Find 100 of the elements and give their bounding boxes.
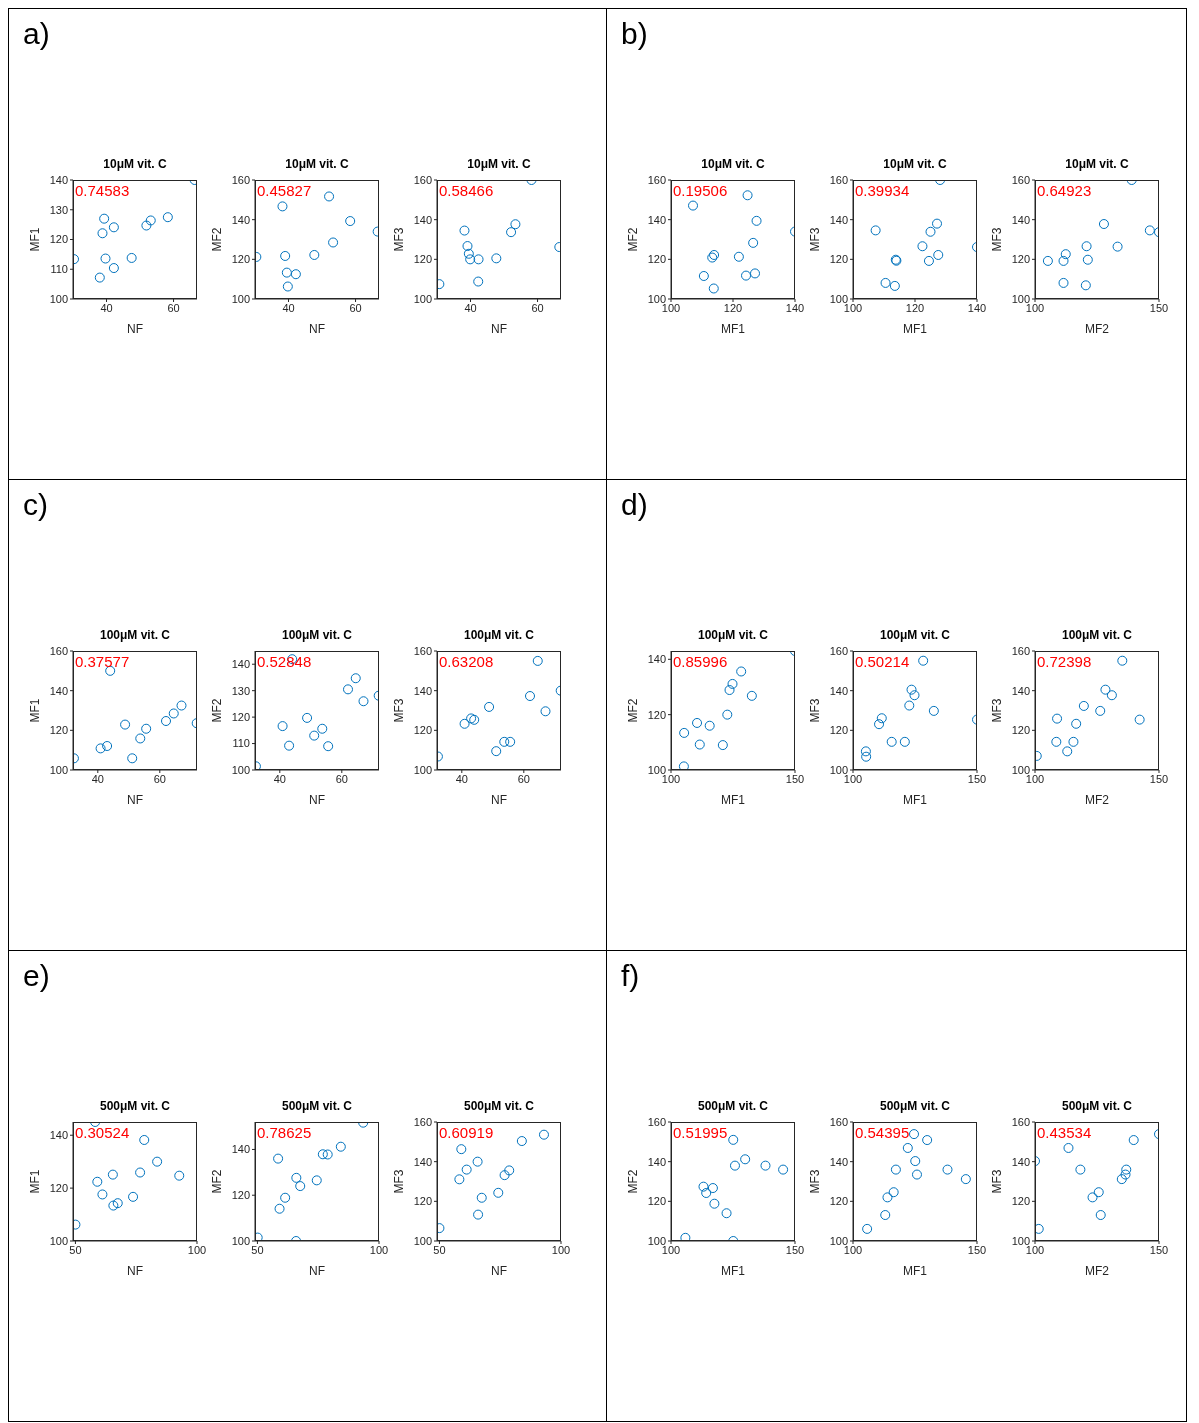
x-tick-label: 140 <box>967 301 987 314</box>
annotation: 0.74583 <box>75 182 130 199</box>
x-axis-title: NF <box>491 322 507 336</box>
y-tick-label: 120 <box>231 711 250 724</box>
annotation: 0.60919 <box>439 1124 494 1141</box>
point <box>540 706 551 717</box>
point <box>459 225 470 236</box>
y-tick-label: 120 <box>231 1189 250 1202</box>
point <box>932 218 943 229</box>
chart-title: 100μM vit. C <box>99 628 171 643</box>
x-axis-title: MF1 <box>903 322 928 336</box>
point <box>510 219 521 230</box>
x-tick-label: 150 <box>1149 301 1169 314</box>
chart-title: 100μM vit. C <box>697 628 769 643</box>
y-tick-label: 140 <box>231 658 250 671</box>
y-axis-title: MF3 <box>990 227 1005 252</box>
point <box>1082 254 1093 265</box>
annotation: 0.64923 <box>1037 182 1092 199</box>
point <box>917 241 928 252</box>
x-tick-label: 120 <box>723 301 743 314</box>
y-tick-label: 110 <box>232 737 250 750</box>
y-tick-label: 160 <box>647 1115 666 1128</box>
point <box>538 1129 549 1140</box>
point <box>708 283 719 294</box>
point <box>335 1141 346 1152</box>
x-axis-title: MF2 <box>1085 793 1110 807</box>
point <box>906 684 917 695</box>
point <box>704 720 715 731</box>
y-axis-title: MF2 <box>626 227 641 252</box>
point <box>302 712 313 723</box>
point <box>1081 241 1092 252</box>
annotation: 0.45827 <box>257 182 312 199</box>
annotation: 0.51995 <box>673 1124 728 1141</box>
x-axis-title: MF1 <box>721 1264 746 1278</box>
point <box>112 1198 123 1209</box>
point <box>680 1232 691 1241</box>
point <box>960 1174 971 1185</box>
point <box>1035 1223 1044 1234</box>
point <box>1058 277 1069 288</box>
y-tick-label: 140 <box>647 653 666 666</box>
point <box>698 1181 709 1192</box>
y-tick-label: 140 <box>413 1155 432 1168</box>
x-axis-title: MF2 <box>1085 1264 1110 1278</box>
point <box>1120 1169 1131 1180</box>
point <box>350 673 361 684</box>
y-tick-label: 160 <box>49 644 68 657</box>
point <box>861 751 872 762</box>
y-tick-label: 120 <box>647 253 666 266</box>
x-tick-label: 150 <box>967 772 987 785</box>
annotation: 0.54395 <box>855 1124 910 1141</box>
x-tick-label: 150 <box>1149 1243 1169 1256</box>
x-tick-label: 40 <box>455 772 468 785</box>
point <box>911 1169 922 1180</box>
x-axis-title: NF <box>127 1264 143 1278</box>
y-tick-label: 140 <box>49 173 68 186</box>
point <box>1116 1174 1127 1185</box>
x-axis-title: MF1 <box>721 793 746 807</box>
point <box>328 237 339 248</box>
text: d) <box>621 488 648 522</box>
chart-title: 500μM vit. C <box>463 1099 535 1114</box>
y-tick-label: 100 <box>231 292 250 305</box>
chart-title: 10μM vit. C <box>700 157 766 172</box>
point <box>925 226 936 237</box>
point <box>499 1170 510 1181</box>
point <box>748 237 759 248</box>
point <box>1121 1164 1132 1175</box>
chart-title: 100μM vit. C <box>879 628 951 643</box>
annotation: 0.58466 <box>439 182 494 199</box>
point <box>923 255 934 266</box>
point <box>473 276 484 287</box>
point <box>701 1188 712 1198</box>
point <box>933 249 944 260</box>
point <box>874 719 885 730</box>
chart-title: 500μM vit. C <box>1061 1099 1133 1114</box>
point <box>880 277 891 288</box>
y-tick-label: 120 <box>829 1195 848 1208</box>
x-tick-label: 40 <box>282 301 295 314</box>
y-tick-label: 140 <box>231 1143 250 1156</box>
x-axis-title: MF1 <box>903 793 928 807</box>
point <box>678 761 689 770</box>
y-tick-label: 140 <box>231 213 250 226</box>
y-tick-label: 100 <box>1011 1234 1030 1247</box>
point <box>128 1191 139 1202</box>
point <box>473 254 484 265</box>
point <box>141 723 152 734</box>
y-axis-title: MF2 <box>210 227 225 252</box>
chart-title: 10μM vit. C <box>102 157 168 172</box>
y-tick-label: 120 <box>413 724 432 737</box>
chart-title: 100μM vit. C <box>281 628 353 643</box>
point <box>97 228 108 239</box>
point <box>870 225 881 236</box>
point <box>484 701 495 712</box>
point <box>860 746 871 757</box>
annotation: 0.85996 <box>673 653 728 670</box>
point <box>141 220 152 231</box>
y-axis-title: MF3 <box>990 698 1005 723</box>
point <box>724 685 735 696</box>
y-tick-label: 100 <box>413 1234 432 1247</box>
y-tick-label: 160 <box>1011 644 1030 657</box>
point <box>778 1164 789 1175</box>
